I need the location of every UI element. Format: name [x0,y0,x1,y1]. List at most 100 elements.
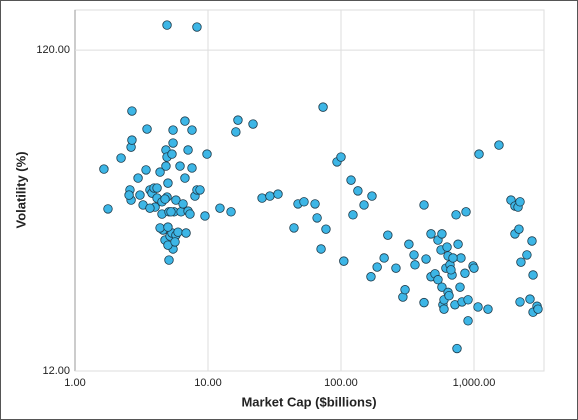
point [133,173,143,183]
point [187,125,197,135]
point [181,228,191,238]
x-tick-label: 100.00 [324,377,358,389]
x-axis-title: Market Cap ($billions) [241,394,376,409]
point [185,209,195,219]
point [316,244,326,254]
point [192,22,202,32]
point [116,153,126,163]
point [456,253,466,263]
x-tick-label: 1.00 [64,377,85,389]
point [515,197,525,207]
point [152,183,162,193]
point [273,189,283,199]
x-tick-label: 1,000.00 [453,377,496,389]
y-tick-label: 120.00 [36,44,70,56]
point [383,230,393,240]
point [231,127,241,137]
point [141,165,151,175]
point [391,263,401,273]
point [404,239,414,249]
point [257,193,267,203]
x-tick-label: 10.00 [194,377,222,389]
point [127,135,137,145]
marks [99,20,543,354]
point [525,294,535,304]
point [528,270,538,280]
point [167,149,177,159]
point [162,20,172,30]
point [514,224,524,234]
point [233,115,243,125]
point [367,191,377,201]
point [452,343,462,354]
point [310,199,320,209]
point [178,199,188,209]
point [463,316,473,326]
point [515,297,525,307]
point [103,204,113,214]
point [359,200,369,210]
point [145,203,155,213]
point [437,282,447,292]
point [163,178,173,188]
point [410,260,420,270]
point [187,163,197,173]
point [433,275,443,285]
point [173,227,183,237]
point [455,282,465,292]
point [451,210,461,220]
y-tick-label: 12.00 [42,365,70,377]
point [195,185,205,195]
point [124,190,134,200]
point [522,250,532,260]
point [460,268,470,278]
point [321,224,331,234]
point [142,124,152,134]
point [461,207,471,217]
point [400,285,410,295]
point [215,203,225,213]
point [419,200,429,210]
point [366,272,376,282]
point [533,304,543,314]
point [202,149,212,159]
point [160,194,170,204]
point [135,190,145,200]
point [494,140,504,150]
point [372,262,382,272]
point [155,223,165,233]
point [248,119,258,129]
point [161,161,171,171]
point [439,304,449,314]
point [419,297,429,308]
point [444,290,454,301]
point [265,191,275,201]
point [299,197,309,207]
point [170,237,180,247]
point [168,138,178,148]
point [409,250,419,260]
point [339,256,349,266]
point [448,253,458,263]
point [353,186,363,196]
point [483,304,493,314]
point [446,265,456,275]
point [453,239,463,249]
point [336,152,346,162]
point [348,210,358,220]
point [226,207,236,217]
point [442,242,452,252]
point [516,257,526,267]
point [200,211,210,221]
point [527,236,537,246]
point [289,223,299,233]
point [171,195,181,205]
point [175,161,185,171]
point [312,213,322,223]
y-axis-title: Volatility (%) [13,151,28,228]
point [473,302,483,312]
point [469,263,479,273]
point [437,229,447,239]
